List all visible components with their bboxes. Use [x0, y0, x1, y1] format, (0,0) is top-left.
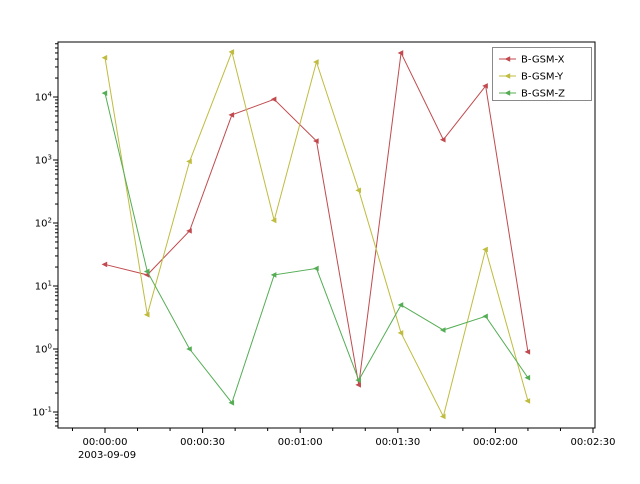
series-marker-B-GSM-Z-6 — [355, 377, 361, 383]
series-marker-B-GSM-X-4 — [270, 96, 277, 103]
x-tick-label-4: 00:02:00 — [473, 437, 518, 448]
series-marker-B-GSM-X-9 — [482, 83, 488, 89]
series-marker-B-GSM-Z-1 — [143, 268, 150, 275]
series-marker-B-GSM-Z-0 — [101, 90, 108, 96]
series-marker-B-GSM-Y-7 — [397, 330, 404, 336]
series-marker-B-GSM-X-2 — [186, 228, 192, 234]
series-marker-B-GSM-Y-1 — [143, 311, 150, 318]
series-marker-B-GSM-X-10 — [524, 349, 531, 355]
legend-marker-0 — [504, 56, 511, 62]
series-marker-B-GSM-Z-7 — [397, 302, 404, 308]
x-axis-ticks — [71, 428, 594, 433]
series-marker-B-GSM-Y-2 — [186, 158, 192, 165]
x-tick-label-3: 00:01:30 — [375, 437, 420, 448]
series-marker-B-GSM-Y-8 — [439, 413, 446, 420]
y-axis-ticks — [53, 43, 58, 427]
series-marker-B-GSM-X-5 — [313, 138, 319, 144]
x-tick-label-1: 00:00:30 — [180, 437, 225, 448]
series-marker-B-GSM-Y-0 — [101, 54, 108, 61]
series-lines — [101, 49, 531, 420]
y-tick-label-3: 102 — [35, 217, 52, 230]
x-tick-label-2: 00:01:00 — [278, 437, 323, 448]
legend-label-0: B-GSM-X — [521, 55, 565, 66]
legend: B-GSM-X B-GSM-Y B-GSM-Z — [492, 47, 592, 101]
series-marker-B-GSM-X-7 — [397, 50, 404, 56]
series-marker-B-GSM-Z-8 — [439, 327, 446, 333]
legend-markers — [499, 56, 516, 96]
legend-label-2: B-GSM-Z — [521, 89, 565, 100]
series-marker-B-GSM-Y-4 — [270, 217, 277, 224]
legend-marker-1 — [504, 73, 511, 79]
x-tick-labels: 00:00:00 00:00:30 00:01:00 00:01:30 00:0… — [78, 437, 616, 461]
series-marker-B-GSM-Z-10 — [524, 374, 531, 381]
plot-border — [57, 41, 596, 429]
series-marker-B-GSM-Y-5 — [313, 59, 319, 65]
series-marker-B-GSM-X-6 — [355, 382, 361, 388]
date-label: 2003-09-09 — [78, 450, 136, 461]
series-marker-B-GSM-X-0 — [101, 261, 108, 268]
x-tick-label-5: 00:02:30 — [571, 437, 616, 448]
y-tick-label-5: 104 — [35, 91, 53, 104]
series-marker-B-GSM-Y-9 — [482, 246, 488, 253]
series-marker-B-GSM-Y-10 — [524, 398, 531, 404]
series-marker-B-GSM-Z-3 — [228, 399, 235, 406]
x-tick-label-0: 00:00:00 — [83, 437, 128, 448]
y-tick-label-1: 100 — [35, 343, 52, 356]
series-marker-B-GSM-Z-2 — [186, 346, 192, 352]
series-marker-B-GSM-Y-3 — [228, 49, 235, 55]
series-marker-B-GSM-Z-9 — [482, 313, 488, 320]
y-tick-label-4: 103 — [35, 154, 52, 167]
y-tick-label-0: 10-1 — [32, 406, 52, 419]
series-marker-B-GSM-Y-6 — [355, 187, 361, 194]
legend-label-1: B-GSM-Y — [521, 72, 564, 83]
series-marker-B-GSM-Z-4 — [270, 272, 277, 278]
series-marker-B-GSM-X-8 — [439, 136, 446, 143]
series-marker-B-GSM-X-3 — [228, 112, 235, 118]
y-tick-label-2: 101 — [35, 280, 52, 293]
legend-marker-2 — [504, 90, 511, 96]
series-marker-B-GSM-Z-5 — [313, 265, 319, 272]
y-tick-labels: 10-1 100 101 102 103 104 — [32, 91, 52, 419]
